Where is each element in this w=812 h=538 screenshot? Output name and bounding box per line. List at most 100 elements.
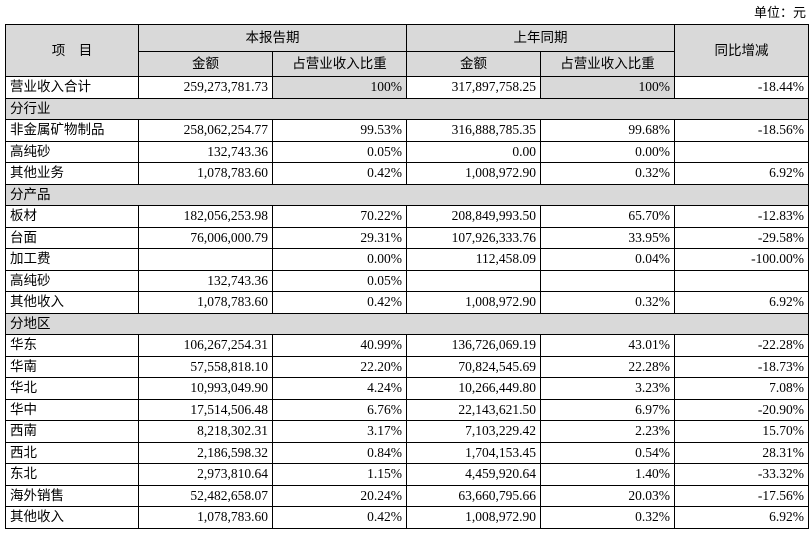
value-cell: 316,888,785.35 <box>406 119 541 142</box>
header-cell: 同比增减 <box>674 24 809 77</box>
table-body: 营业收入合计 259,273,781.73 100% 317,897,758.25 10… <box>5 76 809 529</box>
value-cell: 52,482,658.07 <box>138 484 273 507</box>
value-cell: 4.24% <box>272 377 407 400</box>
value-cell: 1,078,783.60 <box>138 162 273 185</box>
value-cell: -100.00% <box>674 248 809 271</box>
value-cell: 15.70% <box>674 420 809 443</box>
table-row: 分行业 <box>5 97 809 120</box>
value-cell: 0.42% <box>272 162 407 185</box>
row-label: 营业收入合计 <box>5 76 139 99</box>
row-label: 东北 <box>5 463 139 486</box>
value-cell: -12.83% <box>674 205 809 228</box>
value-cell: 100% <box>540 76 675 99</box>
value-cell: -18.73% <box>674 355 809 378</box>
value-cell: 0.00% <box>540 140 675 163</box>
table-row: 华北 10,993,049.90 4.24% 10,266,449.80 3.23% 7.… <box>5 377 809 400</box>
row-label: 加工费 <box>5 248 139 271</box>
value-cell: 6.97% <box>540 398 675 421</box>
row-label: 华北 <box>5 377 139 400</box>
value-cell: 22.20% <box>272 355 407 378</box>
value-cell: 6.92% <box>674 162 809 185</box>
value-cell: 259,273,781.73 <box>138 76 273 99</box>
row-label: 华东 <box>5 334 139 357</box>
value-cell: 43.01% <box>540 334 675 357</box>
table-row: 台面 76,006,000.79 29.31% 107,926,333.76 33.95… <box>5 226 809 249</box>
value-cell: 0.32% <box>540 291 675 314</box>
row-label: 板材 <box>5 205 139 228</box>
value-cell: 99.68% <box>540 119 675 142</box>
value-cell: 1,078,783.60 <box>138 506 273 529</box>
row-label: 其他收入 <box>5 291 139 314</box>
value-cell: 1.40% <box>540 463 675 486</box>
value-cell: 3.23% <box>540 377 675 400</box>
row-label: 台面 <box>5 226 139 249</box>
value-cell: -29.58% <box>674 226 809 249</box>
row-label: 西南 <box>5 420 139 443</box>
table-row: 西北 2,186,598.32 0.84% 1,704,153.45 0.54% 28.3… <box>5 441 809 464</box>
value-cell: 0.54% <box>540 441 675 464</box>
value-cell: -18.44% <box>674 76 809 99</box>
header-cell: 本报告期 <box>138 24 407 52</box>
value-cell: 33.95% <box>540 226 675 249</box>
table-row: 加工费 0.00% 112,458.09 0.04% -100.00% <box>5 248 809 271</box>
table-row: 华东 106,267,254.31 40.99% 136,726,069.19 43.0… <box>5 334 809 357</box>
value-cell: 0.00 <box>406 140 541 163</box>
value-cell: 2,973,810.64 <box>138 463 273 486</box>
value-cell <box>138 248 273 271</box>
section-label: 分产品 <box>5 183 809 206</box>
revenue-table: 项 目 本报告期 上年同期 同比增减 金额 占营业收入比重 金额 占营业收入比重… <box>5 24 809 529</box>
table-row: 东北 2,973,810.64 1.15% 4,459,920.64 1.40% -33.… <box>5 463 809 486</box>
unit-label: 单位：元 <box>753 5 806 20</box>
table-row: 营业收入合计 259,273,781.73 100% 317,897,758.25 10… <box>5 76 809 99</box>
table-row: 板材 182,056,253.98 70.22% 208,849,993.50 65.7… <box>5 205 809 228</box>
value-cell: 0.00% <box>272 248 407 271</box>
value-cell: 100% <box>272 76 407 99</box>
value-cell: 0.05% <box>272 269 407 292</box>
value-cell: 0.32% <box>540 162 675 185</box>
value-cell: 0.42% <box>272 506 407 529</box>
section-label: 分地区 <box>5 312 809 335</box>
value-cell: 0.84% <box>272 441 407 464</box>
value-cell: 1.15% <box>272 463 407 486</box>
value-cell <box>674 140 809 163</box>
value-cell: 1,704,153.45 <box>406 441 541 464</box>
value-cell: 20.24% <box>272 484 407 507</box>
value-cell: 63,660,795.66 <box>406 484 541 507</box>
table-row: 其他业务 1,078,783.60 0.42% 1,008,972.90 0.32% 6.… <box>5 162 809 185</box>
table-row: 华中 17,514,506.48 6.76% 22,143,621.50 6.97% -2… <box>5 398 809 421</box>
row-label: 西北 <box>5 441 139 464</box>
value-cell: 1,008,972.90 <box>406 506 541 529</box>
value-cell: 65.70% <box>540 205 675 228</box>
row-label: 高纯砂 <box>5 269 139 292</box>
table-row: 西南 8,218,302.31 3.17% 7,103,229.42 2.23% 15.7… <box>5 420 809 443</box>
value-cell: 0.04% <box>540 248 675 271</box>
row-label: 华南 <box>5 355 139 378</box>
value-cell: 2,186,598.32 <box>138 441 273 464</box>
value-cell: 6.76% <box>272 398 407 421</box>
row-label: 非金属矿物制品 <box>5 119 139 142</box>
value-cell: -33.32% <box>674 463 809 486</box>
value-cell: 208,849,993.50 <box>406 205 541 228</box>
value-cell: 258,062,254.77 <box>138 119 273 142</box>
value-cell: 1,008,972.90 <box>406 162 541 185</box>
header-cell: 项 目 <box>5 24 139 77</box>
value-cell: 7.08% <box>674 377 809 400</box>
header-cell: 占营业收入比重 <box>540 51 675 77</box>
value-cell: 70,824,545.69 <box>406 355 541 378</box>
value-cell: 20.03% <box>540 484 675 507</box>
value-cell: 4,459,920.64 <box>406 463 541 486</box>
row-label: 其他收入 <box>5 506 139 529</box>
value-cell: 6.92% <box>674 506 809 529</box>
value-cell: -18.56% <box>674 119 809 142</box>
table-row: 海外销售 52,482,658.07 20.24% 63,660,795.66 20.0… <box>5 484 809 507</box>
section-label: 分行业 <box>5 97 809 120</box>
table-row: 非金属矿物制品 258,062,254.77 99.53% 316,888,785.3… <box>5 119 809 142</box>
table-row: 其他收入 1,078,783.60 0.42% 1,008,972.90 0.32% 6.… <box>5 291 809 314</box>
value-cell: 17,514,506.48 <box>138 398 273 421</box>
value-cell: 40.99% <box>272 334 407 357</box>
value-cell <box>540 269 675 292</box>
row-label: 华中 <box>5 398 139 421</box>
value-cell <box>674 269 809 292</box>
header-cell: 金额 <box>406 51 541 77</box>
row-label: 其他业务 <box>5 162 139 185</box>
